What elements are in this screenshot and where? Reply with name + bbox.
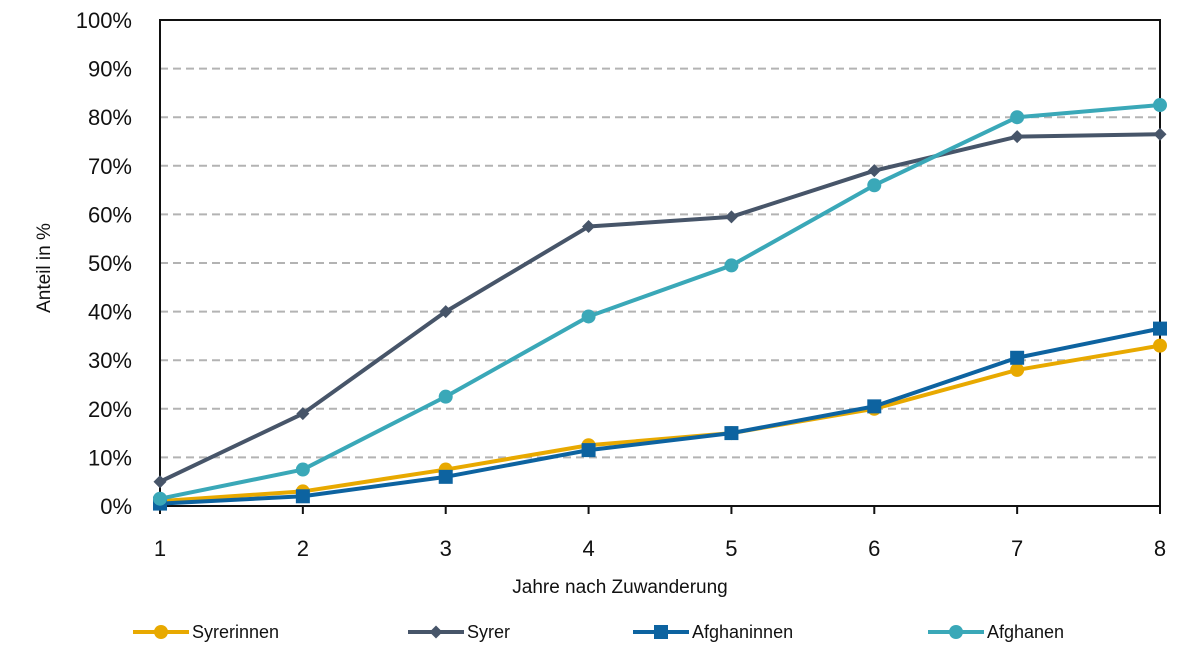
data-point (867, 178, 882, 193)
data-point (153, 475, 167, 489)
series-afghanen (153, 98, 1167, 506)
legend-label: Syrerinnen (192, 622, 279, 642)
data-point (153, 491, 167, 506)
data-point (867, 399, 882, 414)
y-tick-label: 60% (88, 202, 132, 227)
y-tick-label: 70% (88, 154, 132, 179)
data-point (295, 489, 310, 504)
data-point (867, 164, 881, 178)
legend-swatch-marker (154, 625, 168, 639)
data-point (581, 309, 596, 324)
plot-frame (159, 19, 1161, 507)
y-tick-label: 10% (88, 445, 132, 470)
series-line (158, 326, 1162, 506)
y-tick-label: 90% (88, 57, 132, 82)
series-syrer (153, 127, 1167, 489)
data-point (1153, 321, 1167, 336)
data-point (295, 462, 310, 477)
x-tick-label: 6 (868, 536, 880, 561)
legend-swatch-marker (654, 625, 668, 639)
y-tick-label: 20% (88, 397, 132, 422)
data-point (1153, 98, 1167, 113)
y-tick-label: 80% (88, 105, 132, 130)
x-tick-label: 4 (582, 536, 594, 561)
y-tick-label: 30% (88, 348, 132, 373)
data-point (724, 258, 739, 273)
legend-swatch-marker (429, 625, 443, 639)
data-point (439, 305, 453, 319)
y-tick-label: 40% (88, 300, 132, 325)
data-point (1010, 362, 1025, 377)
x-tick-label: 8 (1154, 536, 1166, 561)
data-point (724, 210, 738, 224)
x-axis-title: Jahre nach Zuwanderung (512, 577, 727, 598)
series-line (158, 343, 1162, 504)
data-point (724, 426, 739, 441)
gridlines (160, 67, 1160, 459)
y-axis-title: Anteil in % (34, 223, 55, 313)
legend-item: Afghanen (928, 622, 1064, 642)
data-point (438, 469, 453, 484)
data-point (1153, 127, 1167, 141)
series-line (158, 132, 1162, 484)
data-point (1010, 350, 1025, 365)
y-tick-label: 50% (88, 251, 132, 276)
legend-label: Afghaninnen (692, 622, 793, 642)
legend-label: Syrer (467, 622, 510, 642)
legend-item: Syrer (408, 622, 510, 642)
legend-swatch-marker (949, 625, 963, 639)
x-tick-label: 7 (1011, 536, 1023, 561)
data-point (1010, 110, 1025, 125)
y-tick-label: 0% (100, 494, 132, 519)
y-tick-label: 100% (76, 8, 132, 33)
x-tick-label: 1 (154, 536, 166, 561)
legend: Syrerinnen Syrer Afghaninnen Afghanen (133, 622, 1064, 642)
x-tick-label: 5 (725, 536, 737, 561)
data-point (581, 443, 596, 458)
data-point (582, 220, 596, 234)
data-point (296, 407, 310, 421)
series-line (158, 103, 1162, 501)
data-point (438, 389, 453, 404)
legend-label: Afghanen (987, 622, 1064, 642)
legend-item: Syrerinnen (133, 622, 279, 642)
data-point (1010, 130, 1024, 144)
data-point (1153, 338, 1167, 353)
legend-item: Afghaninnen (633, 622, 793, 642)
x-tick-label: 3 (440, 536, 452, 561)
x-tick-label: 2 (297, 536, 309, 561)
